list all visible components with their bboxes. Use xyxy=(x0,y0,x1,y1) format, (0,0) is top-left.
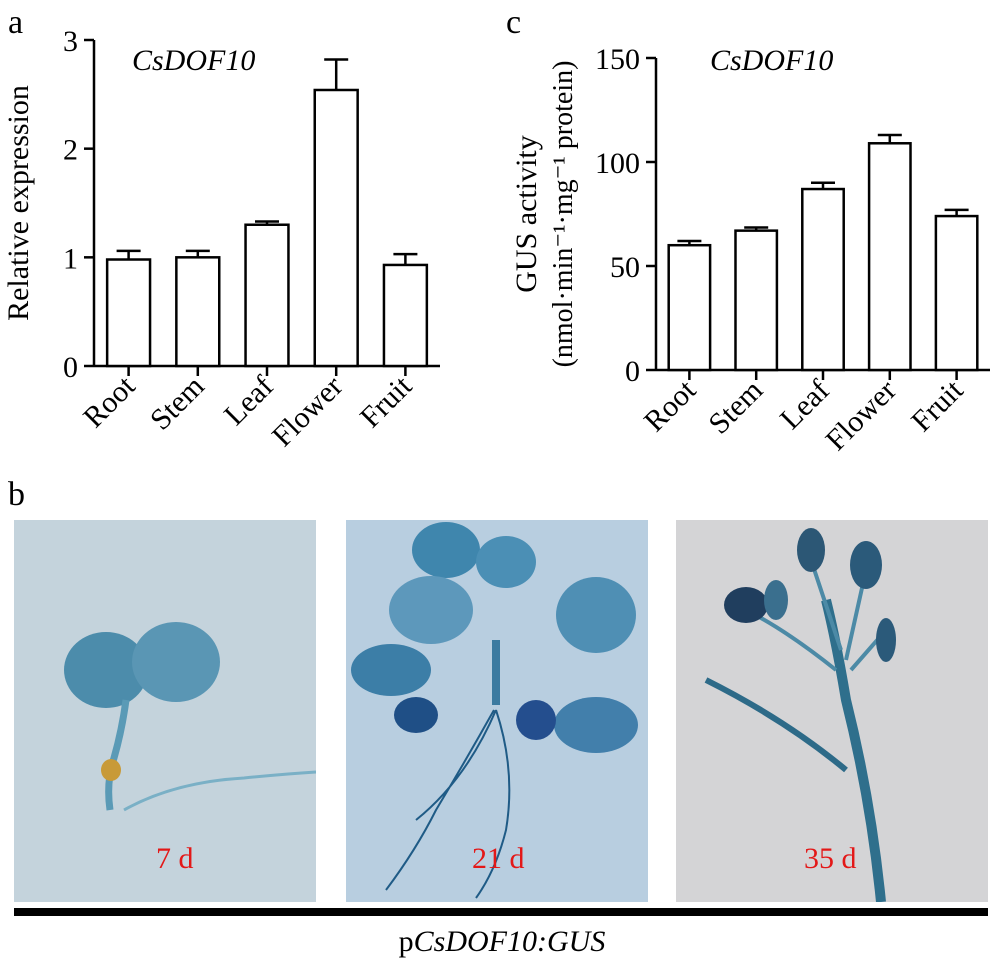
bar-flower xyxy=(313,88,359,368)
x-tick-label: Flower xyxy=(266,370,349,453)
x-tick-label: Root xyxy=(638,373,703,438)
bar-leaf xyxy=(244,223,290,368)
construct-prefix: p xyxy=(398,925,414,958)
x-tick-label: Root xyxy=(77,369,142,434)
bar-stem xyxy=(734,229,779,372)
bar-root xyxy=(105,258,152,368)
chart-title: CsDOF10 xyxy=(132,44,255,77)
photo-label-7d: 7 d xyxy=(156,842,194,875)
y-tick-label: 50 xyxy=(610,251,640,284)
x-tick-label: Stem xyxy=(144,370,211,437)
x-tick-label: Fruit xyxy=(354,369,419,434)
x-tick-label: Stem xyxy=(702,374,769,441)
photo-inflorescence-35d: 35 d xyxy=(676,520,988,902)
chart-title: CsDOF10 xyxy=(710,44,833,77)
y-axis-label-units: (nmol·min⁻¹·mg⁻¹ protein) xyxy=(548,61,579,368)
y-tick-label: 3 xyxy=(63,25,78,58)
y-tick-label: 0 xyxy=(63,351,78,384)
inflorescence-35d-illustration xyxy=(676,520,988,902)
panel-label-a: a xyxy=(8,4,24,41)
rosette-21d-illustration xyxy=(346,520,648,902)
y-tick-label: 100 xyxy=(595,147,640,180)
y-tick-label: 0 xyxy=(625,355,640,388)
photo-label-35d: 35 d xyxy=(804,842,857,875)
photo-label-21d: 21 d xyxy=(472,842,525,875)
bar-leaf xyxy=(801,187,845,372)
panel-label-b: b xyxy=(8,476,25,513)
y-axis-label: Relative expression xyxy=(2,85,35,321)
seedling-7d-illustration xyxy=(14,520,316,902)
x-tick-label: Flower xyxy=(819,374,902,457)
photo-rosette-21d: 21 d xyxy=(346,520,648,902)
bar-fruit xyxy=(382,263,429,368)
construct-gene: CsDOF10:GUS xyxy=(413,925,606,958)
bar-flower xyxy=(867,142,912,372)
bar-root xyxy=(667,243,712,372)
y-tick-label: 2 xyxy=(63,134,78,167)
x-tick-label: Leaf xyxy=(218,370,280,432)
x-tick-label: Fruit xyxy=(905,373,970,438)
panel-label-c: c xyxy=(506,4,522,41)
y-axis-label: GUS activity xyxy=(510,135,543,293)
photo-seedling-7d: 7 d xyxy=(14,520,316,902)
y-tick-label: 150 xyxy=(595,43,640,76)
y-tick-label: 1 xyxy=(63,242,78,275)
bar-stem xyxy=(175,256,221,368)
bar-fruit xyxy=(934,214,979,372)
construct-bar xyxy=(14,908,988,916)
construct-label: pCsDOF10:GUS xyxy=(0,925,1004,959)
